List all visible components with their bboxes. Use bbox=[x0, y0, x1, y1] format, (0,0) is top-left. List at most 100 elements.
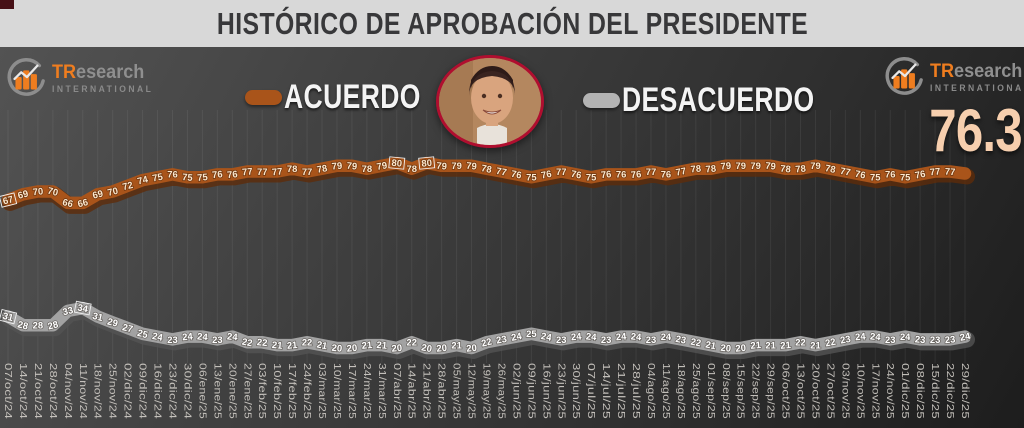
value-label: 78 bbox=[406, 164, 417, 175]
x-axis-label: 11/nov/24 bbox=[77, 363, 88, 419]
value-label: 78 bbox=[287, 164, 298, 175]
ribbon bbox=[1, 301, 972, 355]
value-label: 24 bbox=[661, 332, 672, 343]
value-label: 67 bbox=[2, 194, 15, 207]
x-axis-label: 09/jun/25 bbox=[525, 363, 536, 419]
chart-area: 67 69 70 70 66 66 69 70 72 74 75 76 75 75 76 76 77 77 77 78… bbox=[0, 47, 1024, 428]
value-label: 77 bbox=[257, 167, 268, 178]
tresearch-logo-right: TResearch INTERNATIONAL bbox=[882, 56, 1024, 98]
value-label: 69 bbox=[91, 189, 104, 202]
x-axis-label: 28/jul/25 bbox=[630, 363, 641, 419]
legend-item-desacuerdo: DESACUERDO bbox=[583, 83, 869, 117]
value-label: 24 bbox=[959, 331, 972, 344]
value-label: 22 bbox=[480, 336, 493, 349]
logo-subtitle: INTERNATIONAL bbox=[52, 83, 154, 94]
value-label: 75 bbox=[900, 173, 911, 184]
x-axis-label: 07/jul/25 bbox=[585, 363, 596, 419]
x-axis-label: 15/dic/25 bbox=[929, 363, 940, 419]
x-axis-label: 11/ago/25 bbox=[660, 363, 671, 419]
value-label: 31 bbox=[91, 311, 104, 324]
tresearch-chart-icon bbox=[7, 58, 45, 96]
ribbon bbox=[1, 156, 972, 210]
x-axis-label: 14/oct/24 bbox=[17, 363, 28, 419]
value-label: 33 bbox=[62, 305, 75, 318]
x-axis-label: 08/dic/25 bbox=[914, 363, 925, 419]
x-axis-label: 03/nov/25 bbox=[839, 363, 850, 419]
x-axis-label: 21/abr/25 bbox=[421, 363, 432, 419]
value-label: 24 bbox=[510, 331, 523, 344]
x-axis-label: 25/nov/24 bbox=[107, 363, 118, 419]
x-axis-label: 06/oct/25 bbox=[780, 363, 791, 419]
value-label: 79 bbox=[436, 161, 447, 173]
value-label: 23 bbox=[646, 335, 657, 346]
value-label: 23 bbox=[212, 335, 223, 346]
value-label: 20 bbox=[466, 343, 477, 355]
x-axis-label: 09/dic/24 bbox=[137, 363, 148, 419]
value-label: 77 bbox=[646, 167, 657, 178]
value-label: 75 bbox=[586, 173, 597, 184]
x-axis-label: 24/nov/25 bbox=[884, 363, 895, 419]
tresearch-chart-icon bbox=[885, 57, 923, 95]
x-axis-label: 16/jun/25 bbox=[540, 363, 551, 419]
value-label: 78 bbox=[795, 163, 807, 175]
value-label: 21 bbox=[361, 340, 373, 352]
value-label: 23 bbox=[914, 334, 925, 346]
value-label: 23 bbox=[556, 335, 567, 346]
value-label: 21 bbox=[376, 340, 388, 352]
x-axis-label: 03/mar/25 bbox=[316, 363, 327, 419]
value-label: 78 bbox=[362, 164, 373, 175]
x-axis-label: 27/oct/25 bbox=[824, 363, 835, 419]
value-label: 28 bbox=[47, 319, 60, 332]
value-label: 31 bbox=[1, 311, 14, 324]
value-label: 24 bbox=[151, 331, 164, 344]
value-label: 79 bbox=[466, 161, 477, 173]
value-label: 22 bbox=[824, 337, 836, 350]
value-label: 20 bbox=[420, 342, 432, 355]
x-axis-label: 02/jun/25 bbox=[510, 363, 521, 419]
value-label: 77 bbox=[242, 166, 253, 178]
value-label: 22 bbox=[795, 338, 806, 349]
value-label: 20 bbox=[436, 343, 447, 355]
x-axis-label: 17/nov/25 bbox=[869, 363, 880, 419]
legend-label-desacuerdo: DESACUERDO bbox=[622, 81, 815, 119]
x-axis-label: 12/may/25 bbox=[466, 363, 477, 419]
value-label: 23 bbox=[839, 334, 851, 347]
x-axis-label: 10/feb/25 bbox=[271, 363, 282, 419]
corner-artifact bbox=[0, 0, 14, 9]
value-label: 20 bbox=[331, 343, 342, 355]
value-label: 80 bbox=[421, 158, 432, 170]
header-bar: HISTÓRICO DE APROBACIÓN DEL PRESIDENTE bbox=[0, 0, 1024, 47]
value-label: 78 bbox=[705, 163, 717, 175]
value-label: 76 bbox=[661, 170, 672, 181]
value-label: 24 bbox=[630, 331, 642, 343]
value-label: 20 bbox=[720, 343, 731, 355]
value-label: 70 bbox=[46, 186, 59, 199]
desacuerdo-color-swatch bbox=[583, 92, 620, 108]
value-label: 79 bbox=[765, 161, 776, 173]
logo-subtitle: INTERNATIONAL bbox=[930, 82, 1024, 93]
value-label: 76 bbox=[854, 169, 866, 182]
x-axis-label: 07/oct/24 bbox=[2, 363, 13, 419]
value-label: 79 bbox=[451, 161, 462, 172]
value-label: 76 bbox=[616, 170, 627, 181]
value-label: 23 bbox=[930, 335, 941, 346]
value-label: 24 bbox=[571, 331, 583, 343]
value-label: 77 bbox=[271, 166, 282, 178]
page-title: HISTÓRICO DE APROBACIÓN DEL PRESIDENTE bbox=[216, 5, 808, 41]
value-label: 24 bbox=[540, 331, 553, 344]
x-axis-label: 14/jul/25 bbox=[600, 363, 611, 419]
value-label: 78 bbox=[824, 163, 837, 176]
x-axis-label: 20/oct/25 bbox=[810, 363, 821, 419]
value-label: 75 bbox=[197, 172, 209, 184]
value-label: 24 bbox=[226, 331, 238, 343]
value-label: 66 bbox=[61, 197, 74, 210]
value-label: 24 bbox=[855, 331, 867, 343]
legend-item-acuerdo: ACUERDO bbox=[245, 80, 459, 114]
x-axis-label: 26/may/25 bbox=[496, 363, 507, 419]
value-label: 21 bbox=[271, 340, 283, 352]
x-axis-label: 17/mar/25 bbox=[346, 363, 357, 419]
value-label: 76 bbox=[212, 169, 223, 181]
value-label: 76 bbox=[885, 170, 896, 181]
value-label: 20 bbox=[735, 343, 746, 355]
